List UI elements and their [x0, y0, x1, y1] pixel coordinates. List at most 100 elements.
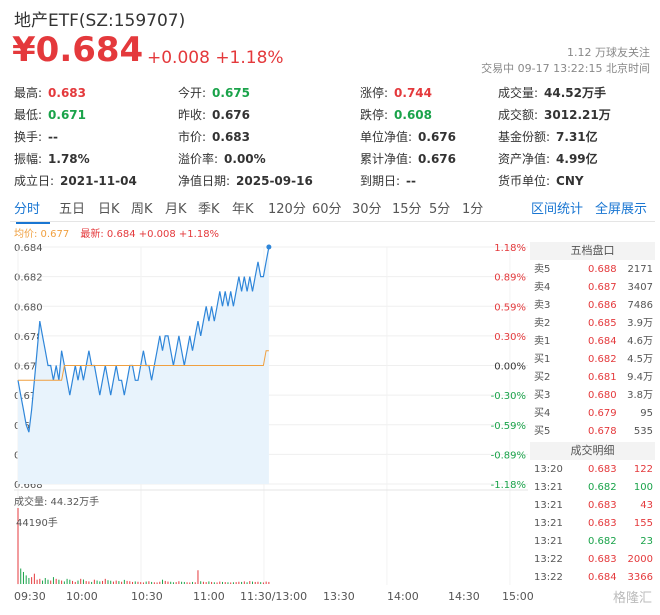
security-title: 地产ETF(SZ:159707) — [14, 11, 186, 31]
tab-10[interactable]: 15分 — [392, 202, 422, 217]
tab-3[interactable]: 周K — [131, 202, 153, 217]
order-price: 0.681 — [588, 372, 617, 383]
stat-key: 振幅: — [14, 152, 43, 166]
tab-7[interactable]: 120分 — [268, 202, 306, 217]
stat-key: 净值日期: — [178, 174, 231, 188]
order-volume: 95 — [640, 408, 653, 419]
stat-value: 1.78% — [48, 152, 90, 166]
trade-price: 0.683 — [588, 518, 617, 529]
time-tick: 10:00 — [66, 590, 98, 603]
range-stats-button[interactable]: 区间统计 — [531, 202, 584, 217]
tabs-divider — [10, 221, 655, 222]
y-tick-left: 0.676 — [14, 362, 43, 373]
y-tick-left: 0.668 — [14, 480, 43, 491]
stat-item: 到期日: -- — [360, 172, 416, 189]
order-price: 0.688 — [588, 264, 617, 275]
stat-value: 0.671 — [48, 108, 87, 122]
trade-time: 13:22 — [534, 554, 563, 565]
stat-value: 0.675 — [212, 86, 251, 100]
trade-volume: 100 — [633, 482, 653, 493]
tab-5[interactable]: 季K — [198, 202, 220, 217]
tab-2[interactable]: 日K — [98, 202, 120, 217]
order-label: 买4 — [534, 408, 551, 419]
tab-12[interactable]: 1分 — [462, 202, 484, 217]
trade-volume: 122 — [633, 464, 653, 475]
stat-item: 成交量: 44.52万手 — [498, 84, 606, 101]
fullscreen-button[interactable]: 全屏展示 — [595, 202, 648, 217]
order-price: 0.678 — [588, 426, 617, 437]
trade-time: 13:21 — [534, 500, 563, 511]
order-book-row: 买1 0.682 4.5万 — [530, 351, 655, 369]
stat-item: 市价: 0.683 — [178, 128, 250, 145]
order-book-row: 卖3 0.686 7486 — [530, 297, 655, 315]
stat-key: 跌停: — [360, 108, 389, 122]
stat-value: CNY — [556, 174, 584, 188]
trade-price: 0.682 — [588, 536, 617, 547]
time-tick: 11:30/13:00 — [240, 590, 308, 603]
trade-volume: 155 — [633, 518, 653, 529]
trade-row: 13:22 0.683 2000 — [530, 551, 655, 569]
stat-row: 成立日: 2021-11-04 净值日期: 2025-09-16 到期日: -- 货币单位:… — [14, 172, 654, 194]
order-price: 0.685 — [588, 318, 617, 329]
order-volume: 4.5万 — [627, 354, 653, 365]
stat-key: 成立日: — [14, 174, 55, 188]
tab-11[interactable]: 5分 — [429, 202, 451, 217]
order-price: 0.679 — [588, 408, 617, 419]
stat-item: 换手: -- — [14, 128, 58, 145]
stat-key: 溢价率: — [178, 152, 219, 166]
stat-key: 成交量: — [498, 86, 539, 100]
order-volume: 4.6万 — [627, 336, 653, 347]
order-price: 0.687 — [588, 282, 617, 293]
stat-row: 换手: -- 市价: 0.683 单位净值: 0.676 基金份额: 7.31亿 — [14, 128, 654, 150]
stat-value: 0.676 — [418, 130, 457, 144]
order-book-row: 卖4 0.687 3407 — [530, 279, 655, 297]
order-book-title: 五档盘口 — [530, 242, 655, 260]
stat-key: 最低: — [14, 108, 43, 122]
intraday-chart[interactable]: 0.6841.18%0.6820.89%0.6800.59%0.6780.30%… — [0, 238, 660, 590]
stat-value: 0.676 — [418, 152, 457, 166]
time-tick: 11:00 — [193, 590, 225, 603]
stat-key: 成交额: — [498, 108, 539, 122]
stat-key: 最高: — [14, 86, 43, 100]
y-tick-left: 0.672 — [14, 421, 43, 432]
stat-key: 累计净值: — [360, 152, 413, 166]
order-label: 买2 — [534, 372, 551, 383]
tab-1[interactable]: 五日 — [59, 202, 86, 217]
stat-key: 市价: — [178, 130, 207, 144]
order-volume: 9.4万 — [627, 372, 653, 383]
stat-item: 涨停: 0.744 — [360, 84, 432, 101]
stat-item: 振幅: 1.78% — [14, 150, 90, 167]
stat-row: 振幅: 1.78% 溢价率: 0.00% 累计净值: 0.676 资产净值: 4.99亿 — [14, 150, 654, 172]
stat-item: 成立日: 2021-11-04 — [14, 172, 137, 189]
tab-8[interactable]: 60分 — [312, 202, 342, 217]
y-tick-right: -0.89% — [491, 450, 526, 461]
stat-value: 2025-09-16 — [236, 174, 313, 188]
stat-key: 到期日: — [360, 174, 401, 188]
tab-6[interactable]: 年K — [232, 202, 254, 217]
current-price: ¥0.684 — [12, 30, 144, 70]
trading-status: 交易中 09-17 13:22:15 北京时间 — [481, 62, 650, 75]
stat-item: 基金份额: 7.31亿 — [498, 128, 598, 145]
stat-key: 货币单位: — [498, 174, 551, 188]
tab-4[interactable]: 月K — [165, 202, 187, 217]
stat-item: 最高: 0.683 — [14, 84, 86, 101]
order-book-row: 卖5 0.688 2171 — [530, 261, 655, 279]
trade-row: 13:21 0.682 23 — [530, 533, 655, 551]
y-tick-left: 0.674 — [14, 391, 43, 402]
stat-item: 净值日期: 2025-09-16 — [178, 172, 313, 189]
trade-row: 13:20 0.683 122 — [530, 461, 655, 479]
stat-value: 4.99亿 — [556, 152, 598, 166]
stat-value: 0.676 — [212, 108, 251, 122]
stat-value: 0.744 — [394, 86, 433, 100]
order-volume: 3.8万 — [627, 390, 653, 401]
tab-9[interactable]: 30分 — [352, 202, 382, 217]
order-price: 0.684 — [588, 336, 617, 347]
order-label: 卖2 — [534, 318, 551, 329]
trade-volume: 23 — [640, 536, 653, 547]
order-book-row: 买5 0.678 535 — [530, 423, 655, 441]
price-change: +0.008 +1.18% — [147, 48, 284, 68]
y-tick-left: 0.682 — [14, 273, 43, 284]
y-tick-right: -0.59% — [491, 421, 526, 432]
tab-0[interactable]: 分时 — [14, 202, 41, 217]
followers-count[interactable]: 1.12 万球友关注 — [567, 46, 650, 59]
